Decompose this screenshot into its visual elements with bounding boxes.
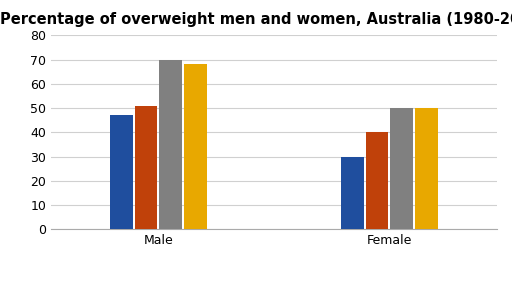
Bar [415,108,438,229]
Bar [341,156,364,229]
Bar [366,132,389,229]
Legend: 1980, 1990, 2000, 2010: 1980, 1990, 2000, 2010 [170,290,377,294]
Bar [159,59,182,229]
Bar [184,64,207,229]
Bar [390,108,413,229]
Title: Percentage of overweight men and women, Australia (1980-2010): Percentage of overweight men and women, … [0,12,512,27]
Bar [135,106,158,229]
Bar [110,115,133,229]
